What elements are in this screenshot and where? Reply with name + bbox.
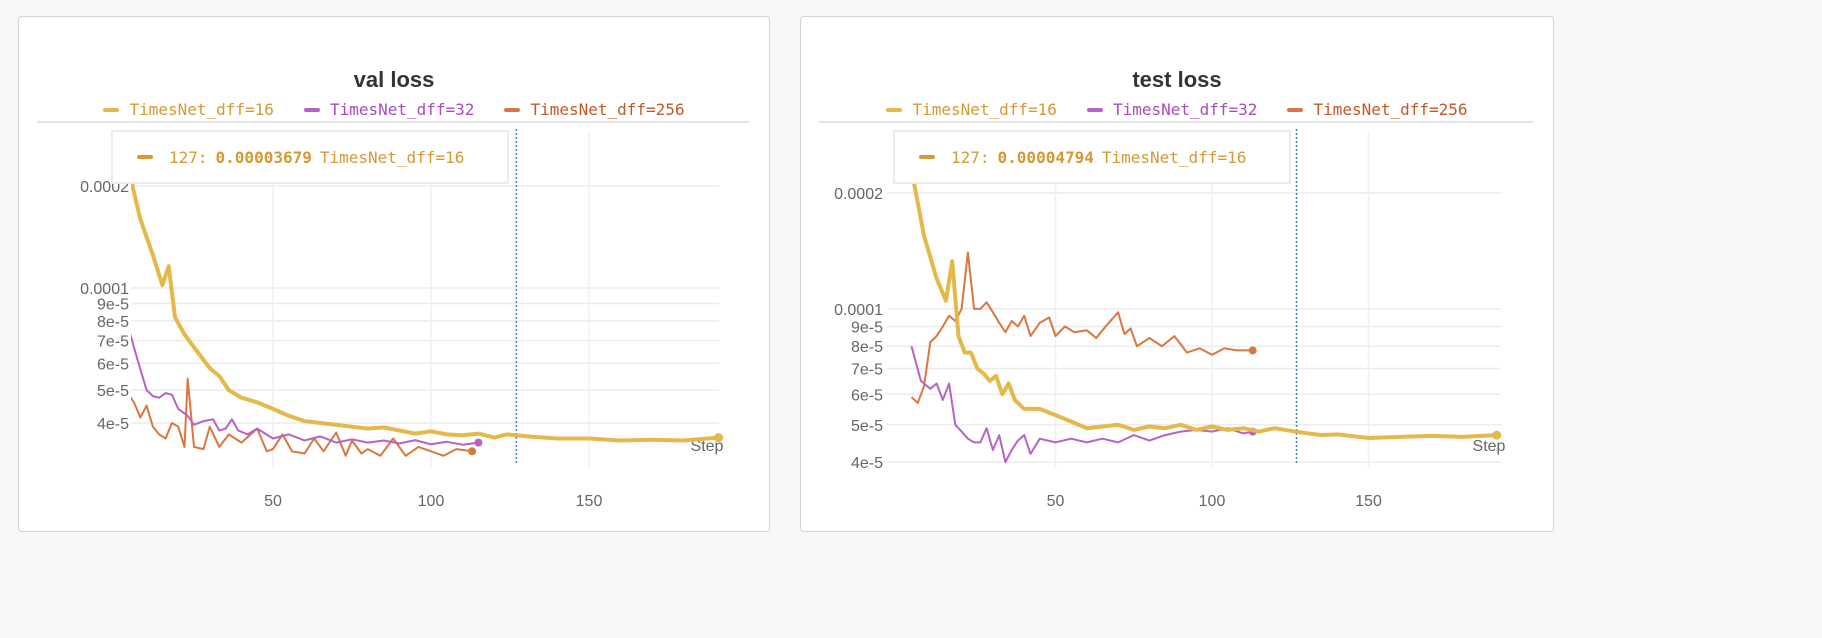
y-tick-label: 9e-5 (97, 297, 129, 314)
series-line-timesnet-dff-16[interactable] (909, 169, 1497, 440)
y-tick-label: 8e-5 (97, 314, 129, 331)
y-tick-label: 6e-5 (97, 356, 129, 373)
y-tick-label: 7e-5 (97, 334, 129, 351)
legend-item-dff16[interactable]: TimesNet_dff=16 (886, 100, 1057, 119)
y-tick-label: 5e-5 (851, 418, 883, 435)
tooltip-swatch (919, 155, 935, 159)
legend-swatch (886, 107, 903, 112)
x-tick-label: 100 (1199, 493, 1226, 510)
tooltip-series: TimesNet_dff=16 (319, 147, 465, 167)
y-tick-label: 6e-5 (851, 387, 883, 404)
legend-label: TimesNet_dff=16 (912, 100, 1057, 119)
legend: TimesNet_dff=16 TimesNet_dff=32 TimesNet… (19, 100, 769, 119)
legend-item-dff256[interactable]: TimesNet_dff=256 (504, 100, 685, 119)
x-tick-label: 50 (264, 493, 282, 510)
tooltip-swatch (137, 155, 153, 159)
y-tick-label: 0.0002 (834, 186, 883, 203)
series-line-timesnet-dff-32[interactable] (910, 345, 1253, 464)
series-line-timesnet-dff-16[interactable] (128, 165, 719, 443)
y-tick-label: 5e-5 (97, 383, 129, 400)
y-tick-label: 7e-5 (851, 362, 883, 379)
series-line-timesnet-dff-32[interactable] (128, 325, 479, 446)
legend-item-dff32[interactable]: TimesNet_dff=32 (303, 100, 475, 119)
legend-label: TimesNet_dff=16 (129, 100, 274, 119)
series-end-point (1492, 430, 1502, 440)
tooltip-step: 127: (951, 147, 990, 167)
legend-item-dff256[interactable]: TimesNet_dff=256 (1287, 100, 1468, 119)
y-tick-label: 4e-5 (851, 455, 883, 472)
x-tick-label: 150 (1355, 493, 1382, 510)
x-axis-label: Step (1473, 438, 1506, 455)
x-tick-label: 50 (1047, 493, 1065, 510)
legend-label: TimesNet_dff=32 (329, 100, 475, 119)
legend-item-dff32[interactable]: TimesNet_dff=32 (1086, 100, 1258, 119)
tooltip-step: 127: (169, 147, 208, 167)
tooltip-value: 0.00003679 (215, 147, 312, 167)
tooltip-series: TimesNet_dff=16 (1101, 147, 1247, 167)
series-end-point (474, 438, 483, 447)
legend-item-dff16[interactable]: TimesNet_dff=16 (103, 100, 274, 119)
series-end-point (468, 447, 477, 456)
legend-swatch (1287, 107, 1304, 112)
legend-swatch (303, 107, 320, 112)
hover-tooltip: 127: 0.00004794 TimesNet_dff=16 (893, 130, 1291, 184)
legend-swatch (504, 107, 521, 112)
series-end-point (714, 433, 724, 443)
x-axis-label: Step (691, 438, 724, 455)
legend-label: TimesNet_dff=256 (530, 100, 685, 119)
x-tick-label: 150 (576, 493, 603, 510)
tooltip-value: 0.00004794 (997, 147, 1094, 167)
chart-title: test loss (1132, 67, 1222, 92)
chart-title: val loss (353, 67, 435, 92)
y-tick-label: 0.0001 (834, 302, 883, 319)
series-end-point (1248, 346, 1257, 355)
x-tick-label: 100 (418, 493, 445, 510)
legend-label: TimesNet_dff=32 (1112, 100, 1258, 119)
series-line-timesnet-dff-256[interactable] (910, 251, 1253, 404)
test-loss-panel: 0.0002 0.0001 9e-5 8e-5 7e-5 6e-5 5e-5 4e-5 50 10… (800, 16, 1554, 532)
y-tick-label: 8e-5 (851, 339, 883, 356)
y-tick-label: 0.0001 (80, 281, 129, 298)
legend: TimesNet_dff=16 TimesNet_dff=32 TimesNet… (801, 100, 1553, 119)
y-tick-label: 9e-5 (851, 320, 883, 337)
hover-tooltip: 127: 0.00003679 TimesNet_dff=16 (111, 130, 509, 184)
y-tick-label: 4e-5 (97, 416, 129, 433)
val-loss-panel: 0.0002 0.0001 9e-5 8e-5 7e-5 6e-5 5e-5 4e-5 50 10… (18, 16, 770, 532)
legend-swatch (103, 107, 120, 112)
legend-label: TimesNet_dff=256 (1313, 100, 1468, 119)
legend-swatch (1086, 107, 1103, 112)
